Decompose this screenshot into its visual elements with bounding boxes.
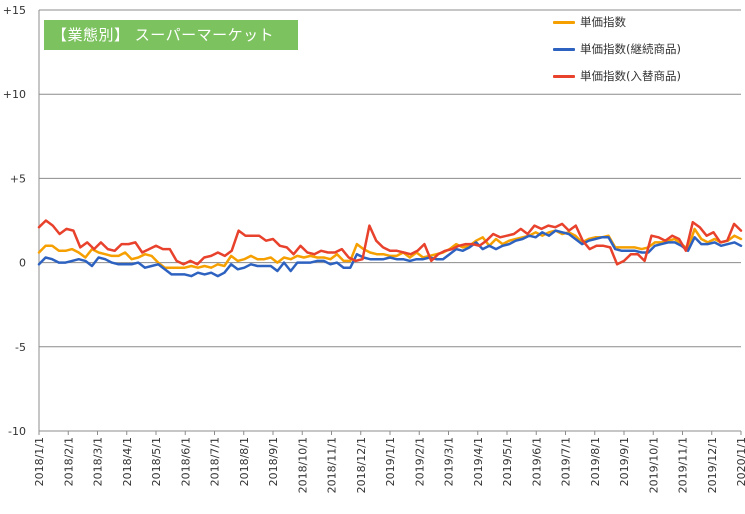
y-tick-label: +5 [10,172,26,185]
x-tick-label: 2019/5/1 [501,437,514,486]
x-tick-label: 2018/7/1 [209,437,222,486]
x-tick-label: 2018/11/1 [326,437,339,493]
x-tick-label: 2019/10/1 [647,437,660,493]
x-tick-label: 2018/1/1 [33,437,46,486]
y-tick-label: +10 [3,88,26,101]
legend-label: 単価指数(入替商品) [580,69,681,83]
legend-item-unit-price-index: 単価指数 [553,14,738,41]
x-tick-label: 2019/8/1 [589,437,602,486]
x-tick-label: 2018/8/1 [238,437,251,486]
series-line-1 [37,229,743,278]
legend-label: 単価指数 [580,15,626,29]
y-tick-label: -5 [15,341,26,354]
legend-swatch [553,75,575,78]
series-line-2 [37,219,743,266]
x-tick-label: 2019/9/1 [618,437,631,486]
x-tick-label: 2019/7/1 [560,437,573,486]
chart-title: 【業態別】 スーパーマーケット [44,20,298,50]
x-tick-label: 2018/9/1 [267,437,280,486]
legend-swatch [553,21,575,24]
series-line-0 [37,227,743,269]
legend-label: 単価指数(継続商品) [580,42,681,56]
x-tick-label: 2018/12/1 [355,437,368,493]
x-tick-label: 2019/3/1 [443,437,456,486]
x-tick-label: 2019/2/1 [413,437,426,486]
x-tick-label: 2019/4/1 [472,437,485,486]
x-tick-label: 2018/4/1 [121,437,134,486]
y-tick-label: 0 [19,257,26,270]
legend-swatch [553,48,575,51]
x-tick-label: 2018/2/1 [62,437,75,486]
legend: 単価指数 単価指数(継続商品) 単価指数(入替商品) [553,14,738,95]
legend-item-replaced-products: 単価指数(入替商品) [553,68,738,95]
x-tick-label: 2019/6/1 [530,437,543,486]
y-tick-label: -10 [8,425,26,438]
y-tick-label: +15 [3,4,26,17]
x-tick-label: 2019/11/1 [677,437,690,493]
x-tick-label: 2018/10/1 [296,437,309,493]
x-tick-label: 2020/1/1 [735,437,745,486]
x-tick-label: 2019/12/1 [706,437,719,493]
x-tick-label: 2018/6/1 [179,437,192,486]
x-tick-label: 2019/1/1 [384,437,397,486]
legend-item-continuing-products: 単価指数(継続商品) [553,41,738,68]
x-tick-label: 2018/5/1 [150,437,163,486]
x-tick-label: 2018/3/1 [92,437,105,486]
